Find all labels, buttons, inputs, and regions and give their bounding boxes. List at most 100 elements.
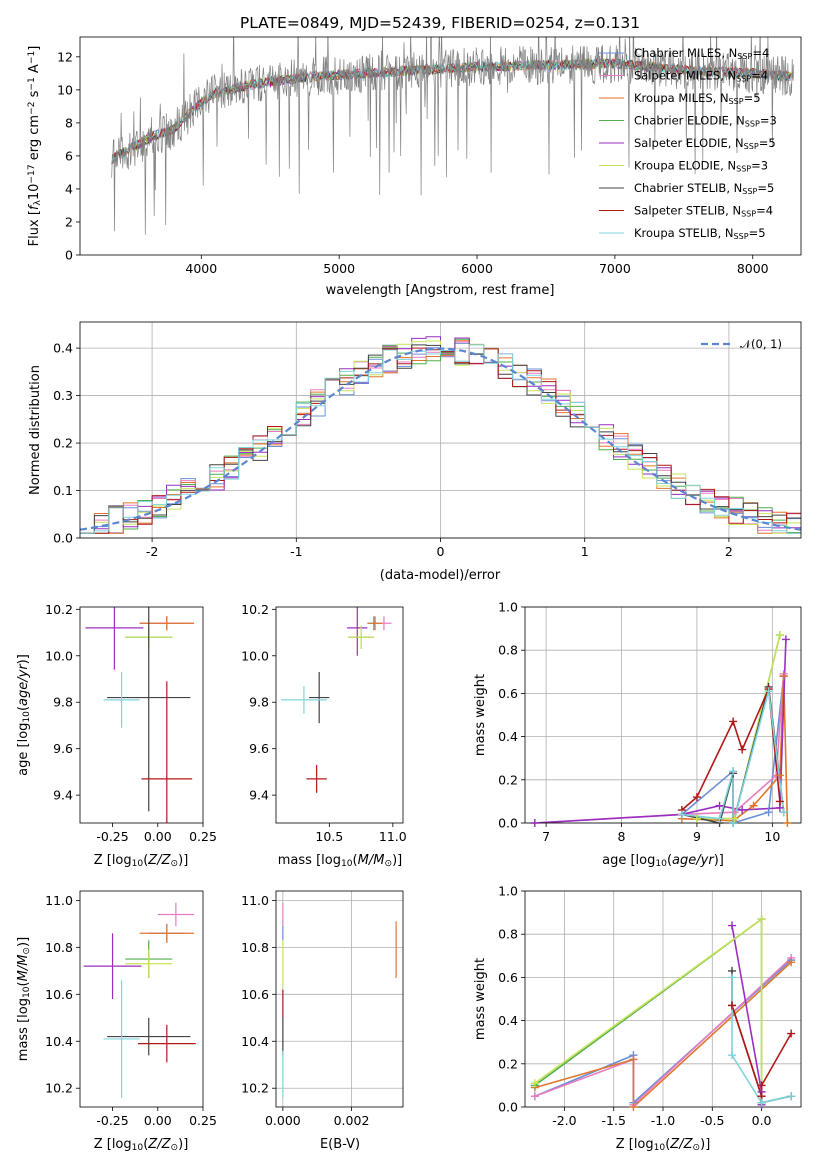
- weight-point-marker: [530, 1079, 539, 1088]
- spectrum-axes: 4000 5000 6000 7000 8000 0 2 4 6 8 10 12: [57, 36, 802, 276]
- y-tick-label: 0.6: [498, 686, 518, 701]
- spectrum-frame: [79, 36, 802, 256]
- weight-point-marker: [729, 717, 738, 726]
- y-tick-label: 0.2: [53, 436, 73, 451]
- legend-label: Salpeter STELIB, NSSP=4: [634, 204, 773, 219]
- x-tick-label: -1.0: [651, 1113, 675, 1128]
- x-tick-label: -1: [290, 544, 302, 559]
- legend-label: Chabrier MILES, NSSP=4: [634, 46, 769, 61]
- weight-point-marker: [779, 672, 788, 681]
- weight-series-line: [534, 961, 792, 1107]
- x-tick-label: 0.00: [144, 829, 172, 844]
- z_age-plot-area: [85, 607, 194, 823]
- y-tick-label: 10.6: [241, 987, 269, 1002]
- legend-label: Chabrier ELODIE, NSSP=3: [634, 114, 777, 129]
- mass_age-axes: 10.5 11.0 9.4 9.6 9.8 10.0 10.2: [241, 602, 407, 844]
- x-tick-label: 11.0: [379, 829, 407, 844]
- weight-point-marker: [781, 635, 790, 644]
- weight-series-line: [534, 917, 763, 1103]
- weight-point-marker: [730, 814, 739, 823]
- normal-curve: [80, 347, 801, 531]
- ebv_mass-axes: 0.000 0.002 10.2 10.4 10.6 10.8 11.0: [241, 890, 404, 1128]
- weight-point-marker: [530, 1092, 539, 1101]
- y-tick-label: 10.8: [241, 940, 269, 955]
- y-axis-label: mass weight: [473, 958, 488, 1040]
- y-tick-label: 9.6: [249, 741, 269, 756]
- x-tick-label: 6000: [461, 261, 493, 276]
- weight-point-marker: [787, 1029, 796, 1038]
- weight-point-marker: [738, 806, 747, 815]
- y-tick-label: 10.8: [45, 940, 73, 955]
- legend-label: Salpeter ELODIE, NSSP=5: [634, 136, 776, 151]
- x-tick-label: 7: [542, 829, 550, 844]
- y-axis-label: Flux [fλ10−17 erg cm−2 s−1 A−1]: [27, 46, 43, 247]
- x-tick-label: 8000: [737, 261, 769, 276]
- x-tick-label: 7000: [599, 261, 631, 276]
- weight-point-marker: [715, 801, 724, 810]
- weight-series-line: [681, 690, 785, 823]
- y-tick-label: 0.1: [53, 483, 73, 498]
- x-tick-label: -1.5: [602, 1113, 626, 1128]
- ebv_mass-plot-area: [282, 902, 397, 1098]
- y-tick-label: 10.0: [241, 648, 269, 663]
- weight-point-marker: [775, 797, 784, 806]
- x-tick-label: -0.5: [700, 1113, 724, 1128]
- x-tick-label: 1: [581, 544, 589, 559]
- y-tick-label: 10.2: [241, 1081, 269, 1096]
- z_mass-axes: -0.25 0.00 0.25 10.2 10.4 10.6 10.8 11.0: [45, 890, 217, 1128]
- x-tick-label: 5000: [323, 261, 355, 276]
- y-tick-label: 0.4: [498, 729, 518, 744]
- y-tick-label: 10.0: [45, 648, 73, 663]
- y-tick-label: 11.0: [241, 893, 269, 908]
- x-tick-label: 9: [693, 829, 701, 844]
- x-tick-label: 10.5: [315, 829, 343, 844]
- chart-title: PLATE=0849, MJD=52439, FIBERID=0254, z=0…: [240, 14, 640, 32]
- y-axis-label: age [log10(age/yr)]: [16, 654, 32, 776]
- x-tick-label: -0.25: [96, 829, 128, 844]
- y-tick-label: 10: [57, 82, 73, 97]
- y-tick-label: 9.4: [249, 788, 269, 803]
- y-tick-label: 9.8: [249, 695, 269, 710]
- x-axis-label: Z [log10(Z/Z⊙)]: [94, 1137, 189, 1153]
- x-axis-label: wavelength [Angstrom, rest frame]: [326, 283, 555, 298]
- y-tick-label: 10.6: [45, 987, 73, 1002]
- x-tick-label: 4000: [185, 261, 217, 276]
- z_age-axes: -0.25 0.00 0.25 9.4 9.6 9.8 10.0 10.2: [45, 602, 217, 844]
- weight-point-marker: [677, 810, 686, 819]
- x-tick-label: 2: [725, 544, 733, 559]
- x-tick-label: 0.002: [334, 1113, 370, 1128]
- weight-point-marker: [692, 814, 701, 823]
- weight-point-marker: [692, 793, 701, 802]
- z_weight-axes: -2.0 -1.5 -1.0 -0.5 0.0 0.0 0.2 0.4 0.6 0.8 1.0: [498, 884, 802, 1128]
- y-tick-label: 10.2: [241, 602, 269, 617]
- y-tick-label: 9.4: [53, 788, 73, 803]
- y-tick-label: 0.3: [53, 388, 73, 403]
- y-tick-label: 2: [65, 214, 73, 229]
- legend-label: Kroupa MILES, NSSP=5: [634, 91, 761, 106]
- y-tick-label: 8: [65, 115, 73, 130]
- y-tick-label: 1.0: [498, 884, 518, 899]
- weight-series-line: [534, 673, 785, 823]
- weight-point-marker: [787, 958, 796, 967]
- weight-point-marker: [629, 1055, 638, 1064]
- residuals-plot-area: [80, 336, 801, 534]
- weight-point-marker: [775, 771, 784, 780]
- weight-point-marker: [629, 1103, 638, 1111]
- weight-point-marker: [530, 819, 539, 827]
- y-tick-label: 0.6: [498, 970, 518, 985]
- weight-point-marker: [729, 767, 738, 776]
- observed-spectrum-line: [111, 37, 795, 235]
- z_mass-plot-area: [83, 902, 196, 1098]
- x-tick-label: 0.0: [752, 1113, 772, 1128]
- x-tick-label: 8: [618, 829, 626, 844]
- weight-point-marker: [728, 1001, 736, 1010]
- x-tick-label: 0.25: [189, 1113, 217, 1128]
- y-tick-label: 0.2: [498, 1056, 518, 1071]
- weight-series-line: [681, 676, 785, 823]
- weight-point-marker: [715, 814, 724, 823]
- weight-point-marker: [728, 973, 736, 982]
- y-tick-label: 4: [65, 181, 73, 196]
- y-tick-label: 0.0: [498, 816, 518, 831]
- y-tick-label: 0.0: [498, 1100, 518, 1115]
